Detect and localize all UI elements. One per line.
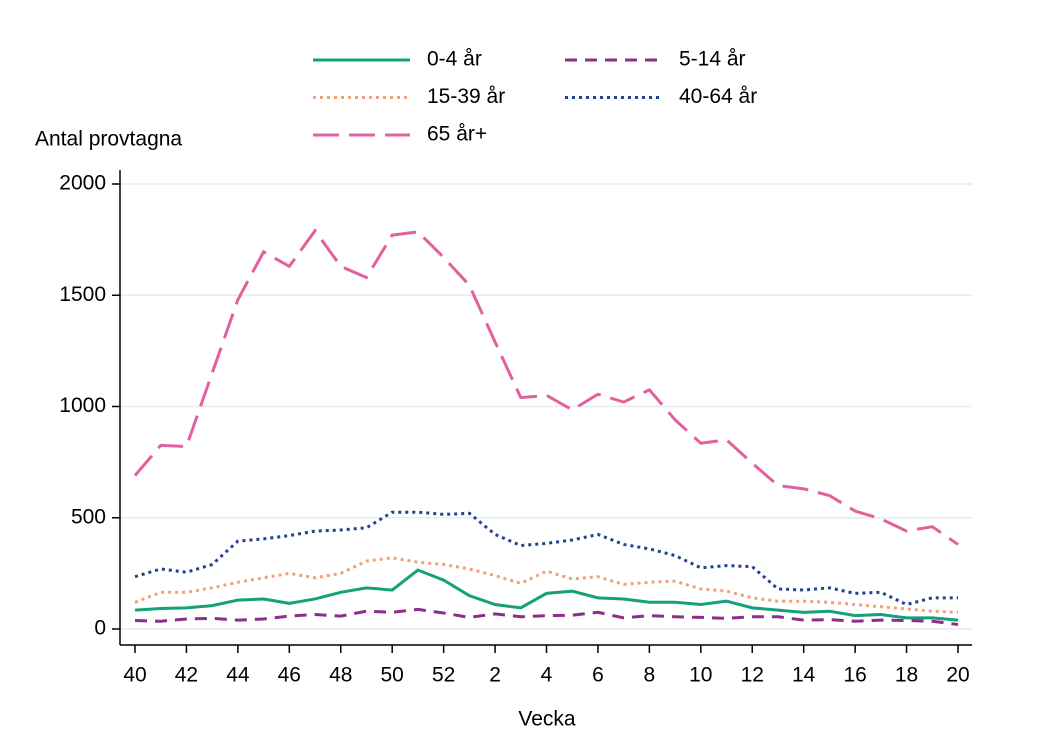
- x-tick-label: 6: [592, 664, 604, 687]
- x-tick-label: 46: [278, 664, 301, 687]
- legend-label: 0-4 år: [427, 48, 482, 71]
- x-tick-label: 16: [843, 664, 866, 687]
- x-tick-label: 20: [946, 664, 969, 687]
- x-tick-label: 10: [689, 664, 712, 687]
- series-line: [134, 568, 959, 622]
- x-tick-label: 42: [175, 664, 198, 687]
- series-line: [134, 607, 959, 627]
- x-tick-label: 14: [792, 664, 816, 687]
- x-tick-label: 44: [226, 664, 250, 687]
- legend-label: 15-39 år: [427, 85, 505, 108]
- x-tick-label: 8: [644, 664, 656, 687]
- x-tick-label: 12: [741, 664, 764, 687]
- x-tick-label: 50: [381, 664, 404, 687]
- y-tick-label: 1500: [59, 283, 106, 306]
- x-tick-label: 2: [489, 664, 501, 687]
- x-axis-label: Vecka: [518, 708, 576, 731]
- x-tick-label: 40: [123, 664, 146, 687]
- x-tick-label: 52: [432, 664, 455, 687]
- y-tick-label: 500: [71, 505, 106, 528]
- y-tick-label: 1000: [59, 394, 106, 417]
- x-tick-label: 48: [329, 664, 352, 687]
- legend-label: 5-14 år: [679, 48, 746, 71]
- y-tick-label: 2000: [59, 172, 106, 195]
- y-axis-label: Antal provtagna: [35, 128, 182, 151]
- legend-label: 40-64 år: [679, 85, 757, 108]
- series-line: [133, 228, 959, 546]
- series-line: [134, 556, 959, 614]
- y-tick-label: 0: [94, 617, 106, 640]
- series-line: [134, 510, 958, 607]
- x-tick-label: 4: [541, 664, 553, 687]
- x-tick-label: 18: [895, 664, 918, 687]
- legend-label: 65 år+: [427, 123, 487, 146]
